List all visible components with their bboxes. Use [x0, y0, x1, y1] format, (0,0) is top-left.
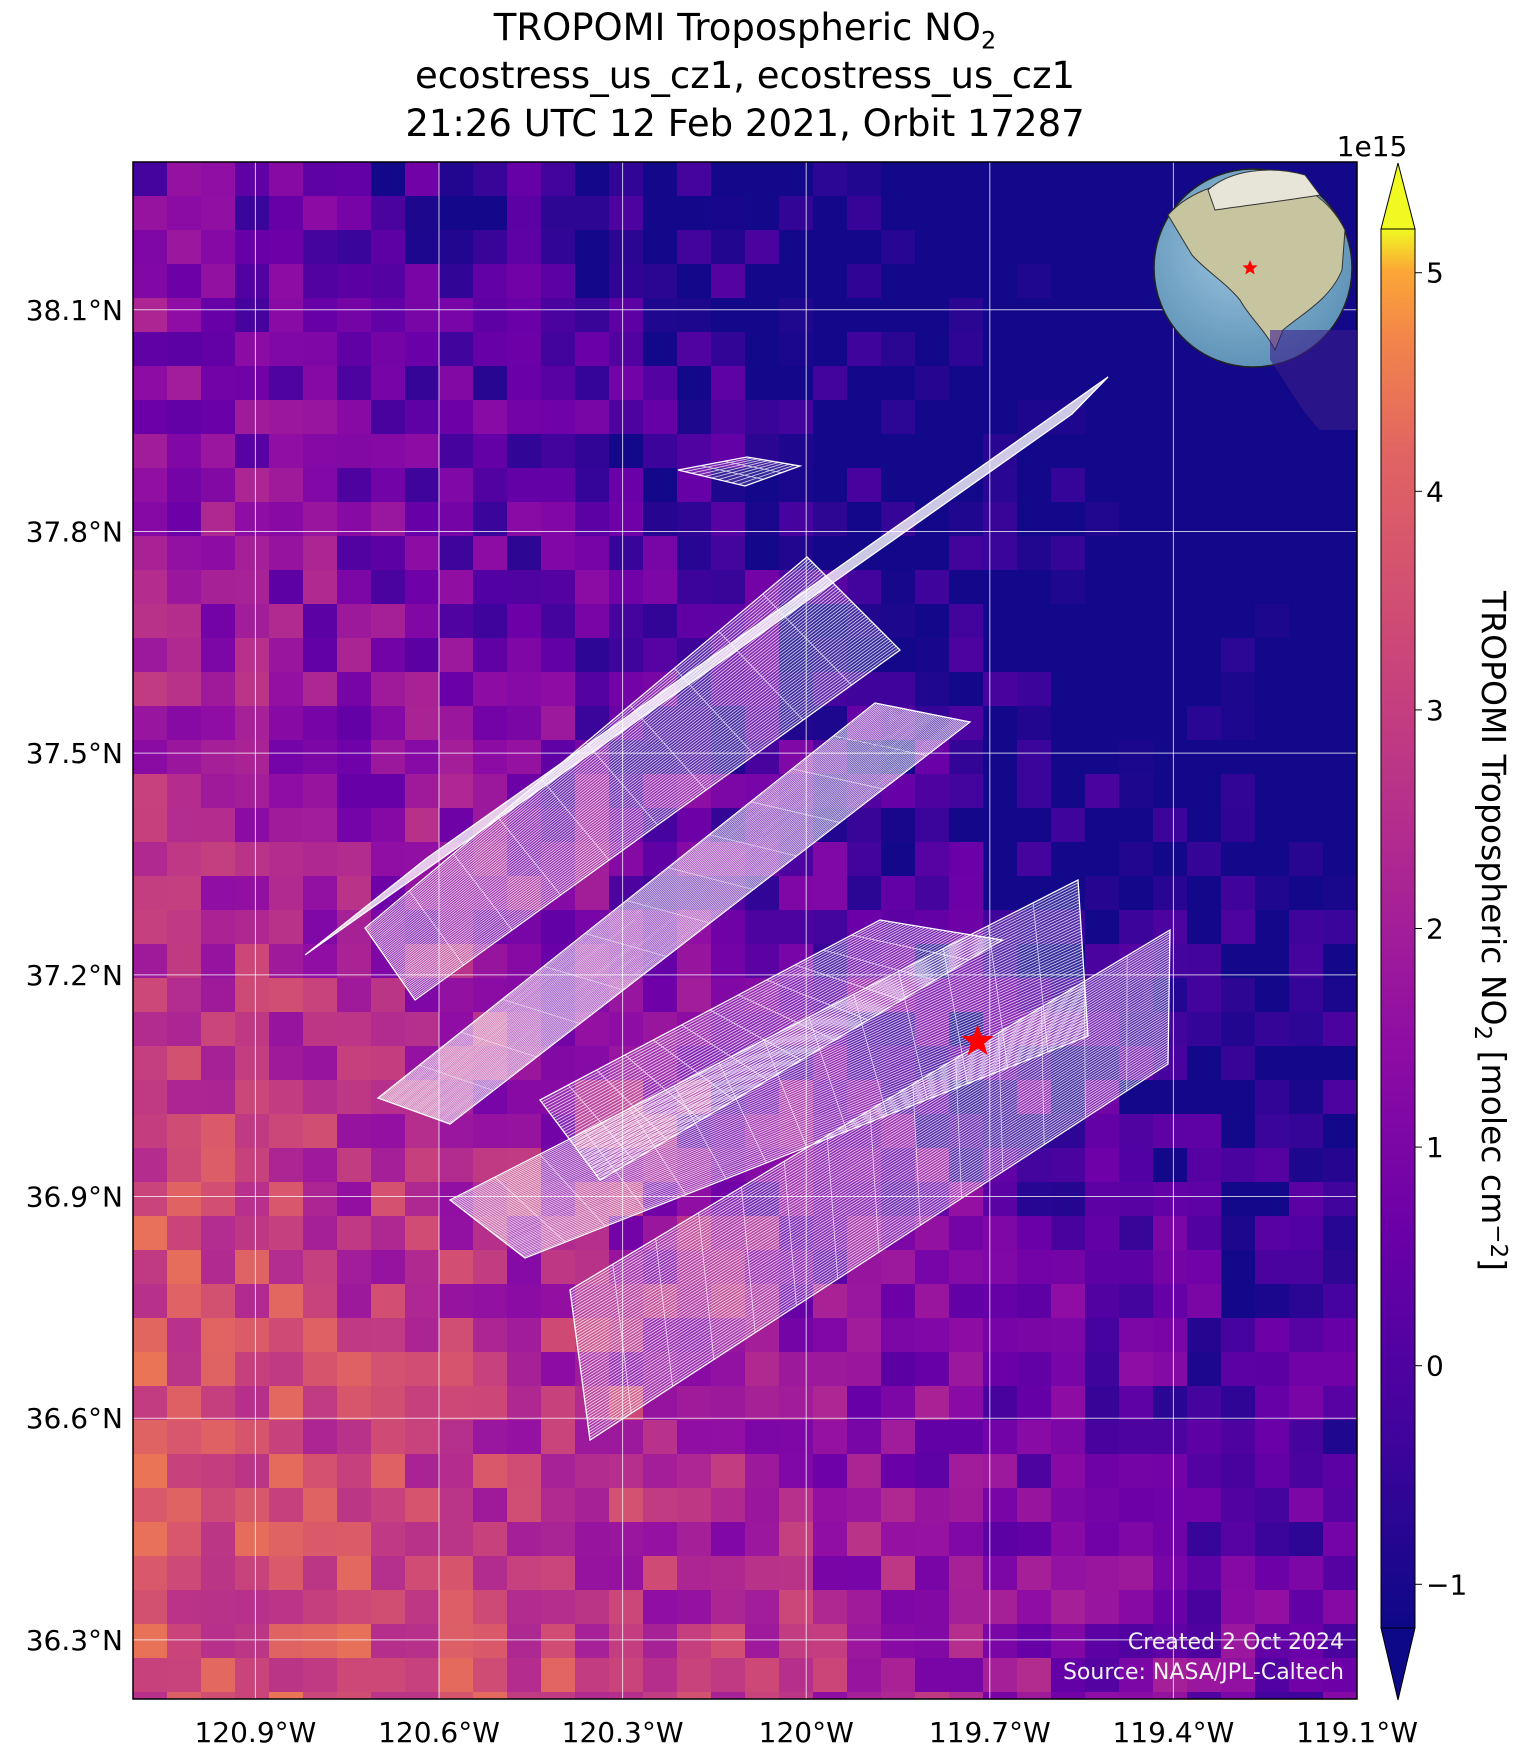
- chart-title-line-3: 21:26 UTC 12 Feb 2021, Orbit 17287: [405, 102, 1085, 145]
- colorbar-tick-label: 0: [1426, 1350, 1444, 1383]
- chart-title-line-1: TROPOMI Tropospheric NO2: [493, 6, 997, 55]
- y-tick-label: 37.8°N: [26, 515, 123, 548]
- source-note: Source: NASA/JPL-Caltech: [1062, 1660, 1344, 1685]
- y-tick-label: 37.2°N: [26, 959, 123, 992]
- map-gridlines: [133, 162, 1357, 1699]
- colorbar-tick-label: 3: [1426, 694, 1444, 727]
- x-tick-label: 119.4°W: [1112, 1716, 1234, 1749]
- colorbar-tick-label: −1: [1426, 1568, 1467, 1601]
- x-axis: 120.9°W 120.6°W 120.3°W 120°W 119.7°W 119.4°W…: [194, 1716, 1417, 1749]
- colorbar-tick-label: 1: [1426, 1131, 1444, 1164]
- y-tick-label: 36.3°N: [26, 1624, 123, 1657]
- y-tick-label: 38.1°N: [26, 294, 123, 327]
- colorbar-tick-label: 5: [1426, 257, 1444, 290]
- colorbar-scale-label: 1e15: [1337, 130, 1408, 163]
- no2-heatmap: [133, 162, 1357, 1699]
- inset-star-marker: [1242, 260, 1258, 275]
- created-note: Created 2 Oct 2024: [1127, 1630, 1344, 1655]
- colorbar-tick-label: 4: [1426, 475, 1444, 508]
- y-tick-label: 37.5°N: [26, 737, 123, 770]
- x-tick-label: 119.7°W: [929, 1716, 1051, 1749]
- colorbar-label: TROPOMI Tropospheric NO2 [molec cm−2]: [1469, 590, 1513, 1271]
- x-tick-label: 120.6°W: [378, 1716, 500, 1749]
- x-tick-label: 120.9°W: [194, 1716, 316, 1749]
- inset-globe: [1153, 168, 1357, 430]
- site-star-marker: [961, 1024, 994, 1056]
- map-frame: [132, 161, 1358, 1700]
- y-axis: 36.3°N 36.6°N 36.9°N 37.2°N 37.5°N 37.8°N 38.1…: [26, 294, 123, 1657]
- x-tick-label: 119.1°W: [1296, 1716, 1418, 1749]
- y-tick-label: 36.9°N: [26, 1181, 123, 1214]
- y-tick-label: 36.6°N: [26, 1402, 123, 1435]
- colorbar-tick-label: 2: [1426, 913, 1444, 946]
- colorbar: −1 0 1 2 3 4 5 1e15 TROPOMI Tropospheric NO2 [mo…: [1337, 130, 1513, 1701]
- x-tick-label: 120.3°W: [562, 1716, 684, 1749]
- x-tick-label: 120°W: [759, 1716, 854, 1749]
- chart-title-line-2: ecostress_us_cz1, ecostress_us_cz1: [414, 54, 1076, 97]
- site-marker: [961, 1024, 994, 1056]
